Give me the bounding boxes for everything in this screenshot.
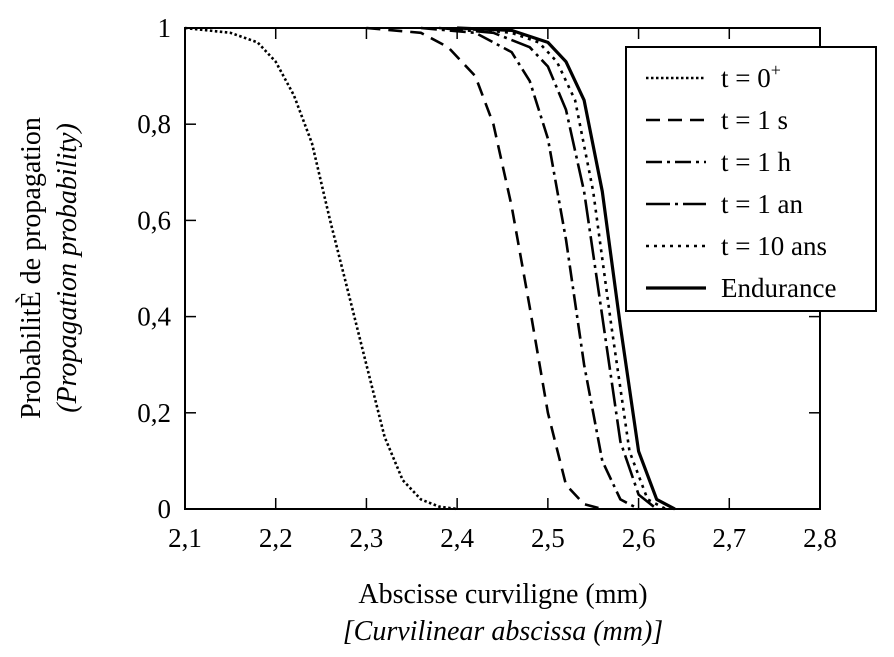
legend-label-t-1-h: t = 1 h (721, 147, 791, 177)
series-line-t-1-an (438, 26, 658, 511)
legend-label-endurance: Endurance (721, 273, 836, 303)
x-axis-title-translation: [Curvilinear abscissa (mm)] (343, 616, 663, 647)
legend-label-superscript: + (771, 60, 781, 80)
legend: t = 0+t = 1 st = 1 ht = 1 ant = 10 ansEn… (625, 46, 877, 312)
x-axis-title: Abscisse curviligne (mm) (358, 579, 647, 610)
y-tick-label: 0,2 (137, 398, 171, 428)
series-line-t-1-s (366, 26, 603, 511)
x-tick-label: 2,5 (531, 523, 565, 553)
y-tick-label: 0 (158, 494, 172, 524)
y-axis-title-translation: (Propagation probability) (52, 123, 83, 413)
legend-label-t-1-s: t = 1 s (721, 105, 788, 135)
legend-label-t-10-ans: t = 10 ans (721, 231, 827, 261)
series-line-t-1-h (420, 26, 640, 511)
series-line-t-0 (184, 26, 458, 511)
y-axis-title: ProbabilitÈ de propagation (16, 117, 47, 419)
x-tick-label: 2,6 (622, 523, 656, 553)
x-tick-label: 2,1 (168, 523, 202, 553)
legend-items: t = 0+t = 1 st = 1 ht = 1 ant = 10 ansEn… (646, 60, 836, 303)
x-tick-label: 2,3 (350, 523, 384, 553)
x-tick-label: 2,7 (712, 523, 746, 553)
series-layer (184, 26, 676, 511)
ticks-layer: 2,1 2,2 2,3 2,4 2,5 2,6 2,7 2,8 0 0,2 0,4 0,6 0,8 1 (137, 13, 837, 553)
x-tick-label: 2,8 (803, 523, 837, 553)
series-line-endurance (457, 26, 676, 511)
legend-box (625, 46, 877, 312)
x-tick-label: 2,2 (259, 523, 293, 553)
y-tick-label: 1 (158, 13, 172, 43)
y-tick-label: 0,4 (137, 302, 171, 332)
legend-label-t-1-an: t = 1 an (721, 189, 803, 219)
x-tick-label: 2,4 (440, 523, 474, 553)
y-tick-label: 0,6 (137, 205, 171, 235)
y-tick-label: 0,8 (137, 109, 171, 139)
